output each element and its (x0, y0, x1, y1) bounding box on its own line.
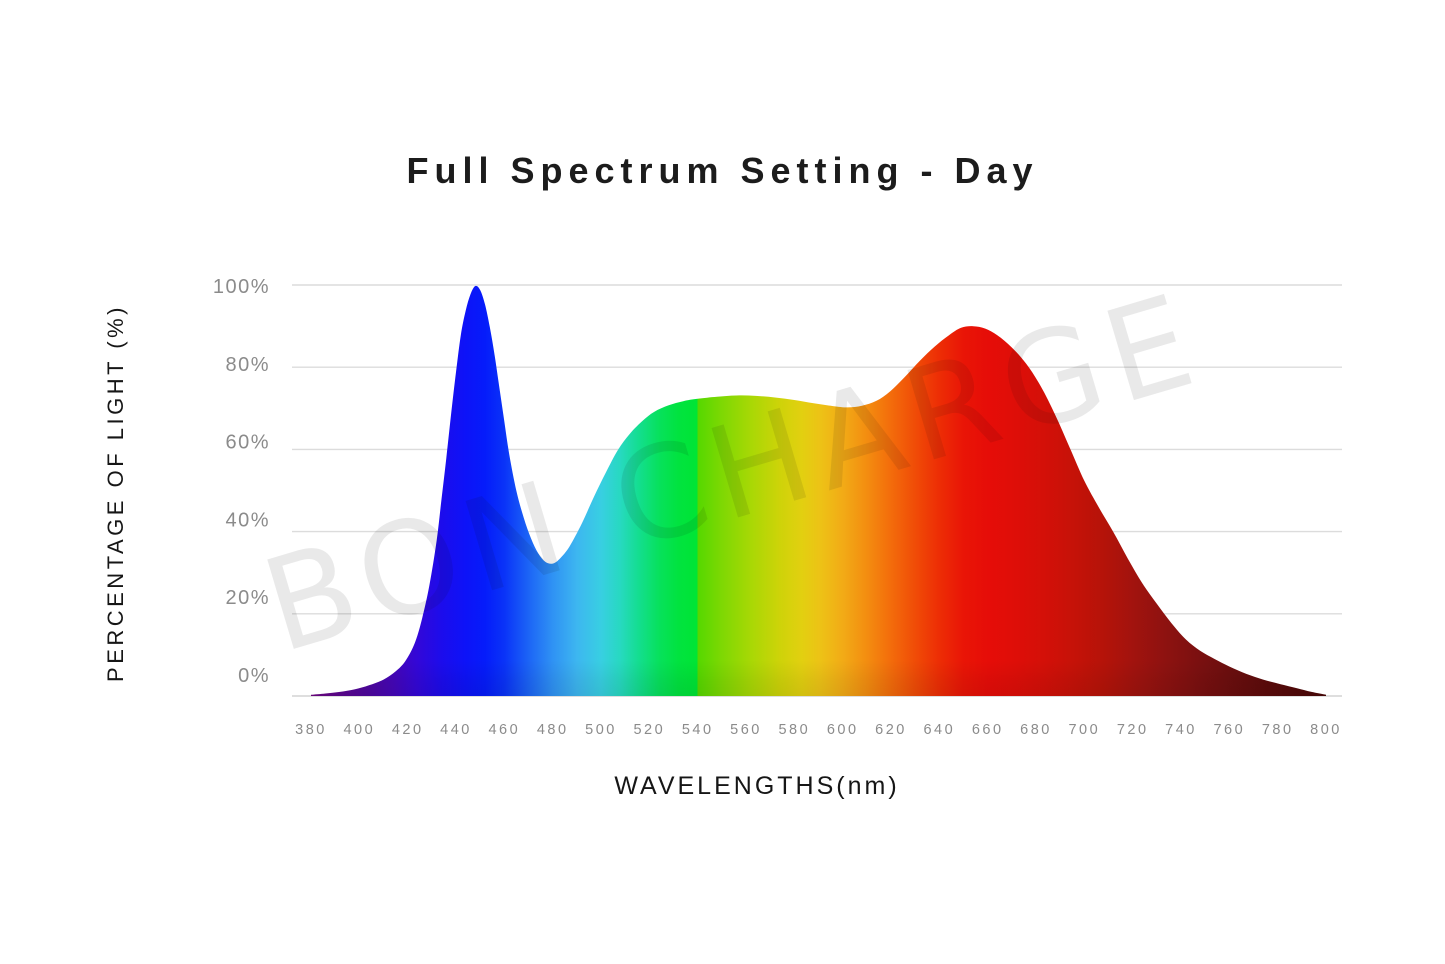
x-tick-label: 460 (488, 722, 520, 738)
x-tick-label: 620 (875, 722, 907, 738)
spectrum-area-path (311, 285, 1326, 696)
y-tick-label: 20% (225, 587, 270, 609)
x-tick-label: 560 (730, 722, 762, 738)
x-tick-label: 520 (633, 722, 665, 738)
y-axis-tick-labels: 100% 80% 60% 40% 20% 0% (213, 276, 270, 687)
x-axis-title: WAVELENGTHS(nm) (614, 772, 900, 800)
x-tick-label: 380 (295, 722, 327, 738)
x-tick-label: 600 (827, 722, 859, 738)
y-tick-label: 60% (225, 432, 270, 454)
x-tick-label: 640 (923, 722, 955, 738)
x-tick-label: 720 (1117, 722, 1149, 738)
x-tick-label: 420 (392, 722, 424, 738)
x-tick-label: 780 (1262, 722, 1294, 738)
y-tick-label: 40% (225, 509, 270, 531)
x-tick-label: 480 (537, 722, 569, 738)
x-tick-label: 700 (1068, 722, 1100, 738)
x-tick-label: 500 (585, 722, 617, 738)
x-tick-label: 540 (682, 722, 714, 738)
y-tick-label: 100% (213, 276, 270, 298)
y-axis-title: PERCENTAGE OF LIGHT (%) (103, 304, 128, 682)
spectrum-bottom-shade (311, 660, 1326, 696)
x-tick-label: 680 (1020, 722, 1052, 738)
y-tick-label: 80% (225, 354, 270, 376)
x-tick-label: 400 (343, 722, 375, 738)
x-tick-label: 660 (972, 722, 1004, 738)
x-tick-label: 800 (1310, 722, 1342, 738)
y-tick-label: 0% (238, 665, 270, 687)
x-tick-label: 740 (1165, 722, 1197, 738)
x-tick-label: 760 (1213, 722, 1245, 738)
x-tick-label: 580 (778, 722, 810, 738)
chart-title: Full Spectrum Setting - Day (406, 150, 1039, 191)
x-axis-tick-labels: 380 400 420 440 460 480 500 520 540 560 580 600 620 6… (295, 722, 1342, 738)
x-tick-label: 440 (440, 722, 472, 738)
